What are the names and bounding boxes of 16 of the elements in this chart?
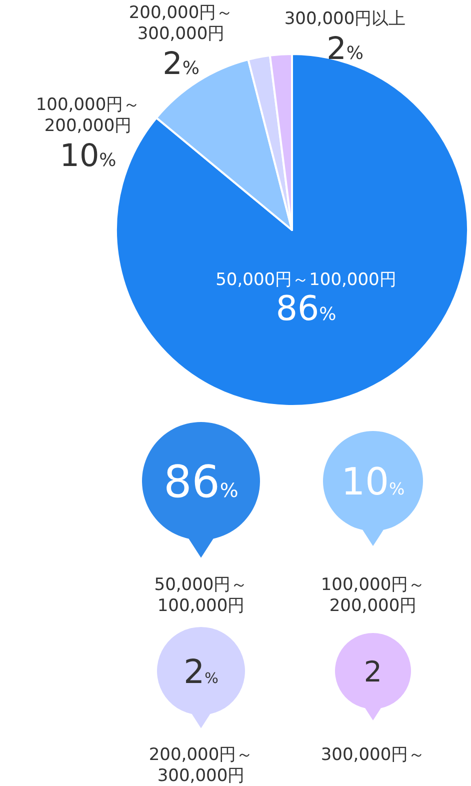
category-label: 100,000円～200,000円 (320, 575, 426, 616)
text: 86% (164, 456, 238, 508)
slice-label: 100,000円～200,000円 (36, 95, 140, 136)
text: 2% (184, 652, 218, 691)
category-label: 300,000円～ (320, 745, 426, 765)
data-label: 2% (162, 46, 200, 82)
text: 2 (364, 655, 382, 688)
category-label: 50,000円～100,000円 (154, 575, 248, 616)
category-label: 200,000円～300,000円 (148, 745, 254, 786)
slice-label: 200,000円～300,000円 (128, 3, 234, 44)
data-label: 2% (326, 31, 364, 67)
data-label: 86% (276, 289, 336, 329)
text: 10% (341, 460, 405, 504)
data-label: 10% (60, 138, 116, 174)
slice-label: 300,000円以上 (284, 9, 406, 29)
slice-label: 50,000円～100,000円 (216, 270, 396, 290)
